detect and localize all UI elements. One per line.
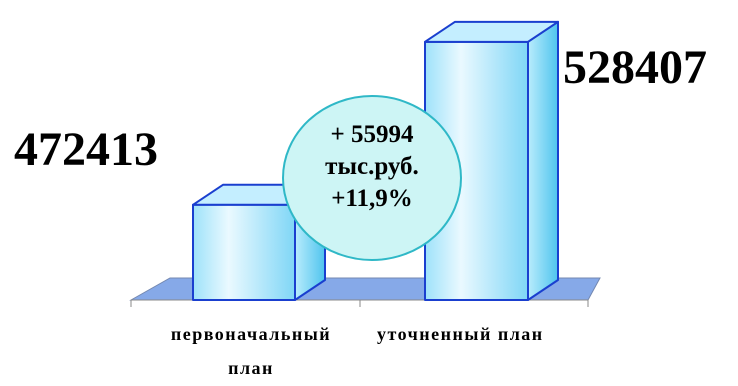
annotation-line-1: + 55994 <box>330 121 414 148</box>
annotation-line-3: +11,9% <box>331 185 413 212</box>
bar-2-side <box>527 20 559 301</box>
bar-2-top <box>424 20 559 43</box>
bar-value-label-1: 472413 <box>14 123 158 176</box>
category-label-2: уточненный план <box>377 324 544 344</box>
category-label-1-line-2: план <box>228 358 274 379</box>
category-label-1-line-1: первоначальный <box>170 324 332 344</box>
category-label-1: первоначальный план <box>144 317 358 385</box>
difference-bubble <box>282 95 462 261</box>
difference-annotation: + 55994 тыс.руб. +11,9% <box>286 119 458 215</box>
bar-1-front <box>192 203 296 301</box>
annotation-line-2: тыс.руб. <box>325 153 419 180</box>
bar-value-label-2: 528407 <box>563 41 707 94</box>
